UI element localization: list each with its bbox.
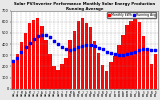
- Bar: [68, 40, 72, 89]
- Point: [114, 53, 116, 55]
- Bar: [72, 31, 76, 89]
- Point: [73, 48, 76, 50]
- Point: [57, 44, 59, 45]
- Bar: [28, 23, 31, 89]
- Point: [36, 35, 39, 37]
- Point: [40, 34, 43, 35]
- Bar: [129, 21, 133, 89]
- Point: [16, 57, 19, 58]
- Point: [20, 52, 23, 53]
- Point: [118, 54, 120, 56]
- Bar: [154, 54, 157, 89]
- Bar: [77, 21, 80, 89]
- Point: [154, 49, 157, 50]
- Point: [146, 48, 149, 50]
- Bar: [137, 22, 141, 89]
- Bar: [32, 20, 35, 89]
- Point: [110, 52, 112, 54]
- Point: [105, 51, 108, 52]
- Point: [61, 46, 63, 48]
- Bar: [40, 26, 44, 89]
- Bar: [60, 64, 64, 89]
- Point: [49, 36, 51, 38]
- Point: [97, 47, 100, 48]
- Bar: [85, 23, 88, 89]
- Point: [85, 45, 88, 46]
- Bar: [113, 56, 117, 89]
- Point: [89, 45, 92, 46]
- Point: [138, 49, 140, 51]
- Point: [44, 34, 47, 36]
- Bar: [109, 62, 112, 89]
- Point: [150, 49, 153, 51]
- Bar: [24, 33, 27, 89]
- Point: [81, 45, 84, 46]
- Bar: [117, 45, 121, 89]
- Bar: [36, 18, 40, 89]
- Bar: [142, 36, 145, 89]
- Point: [69, 49, 72, 51]
- Bar: [52, 66, 56, 89]
- Bar: [146, 51, 149, 89]
- Bar: [150, 64, 153, 89]
- Bar: [12, 61, 15, 89]
- Bar: [101, 65, 104, 89]
- Bar: [81, 18, 84, 89]
- Bar: [16, 54, 19, 89]
- Bar: [121, 35, 125, 89]
- Bar: [89, 27, 92, 89]
- Bar: [64, 57, 68, 89]
- Legend: Monthly kWh, Running Avg: Monthly kWh, Running Avg: [107, 12, 156, 18]
- Bar: [97, 53, 100, 89]
- Bar: [56, 70, 60, 89]
- Point: [93, 46, 96, 47]
- Point: [28, 42, 31, 43]
- Bar: [93, 41, 96, 89]
- Point: [12, 60, 15, 62]
- Bar: [105, 71, 108, 89]
- Bar: [48, 54, 52, 89]
- Point: [134, 51, 136, 52]
- Title: Solar PV/Inverter Performance Monthly Solar Energy Production Running Average: Solar PV/Inverter Performance Monthly So…: [14, 2, 155, 11]
- Point: [126, 54, 128, 55]
- Point: [53, 40, 55, 42]
- Point: [24, 47, 27, 48]
- Point: [65, 49, 67, 50]
- Point: [32, 38, 35, 40]
- Point: [142, 48, 145, 50]
- Bar: [44, 40, 48, 89]
- Bar: [133, 16, 137, 89]
- Bar: [125, 25, 129, 89]
- Point: [130, 52, 132, 54]
- Point: [77, 47, 80, 48]
- Bar: [20, 42, 23, 89]
- Point: [101, 49, 104, 50]
- Point: [122, 54, 124, 56]
